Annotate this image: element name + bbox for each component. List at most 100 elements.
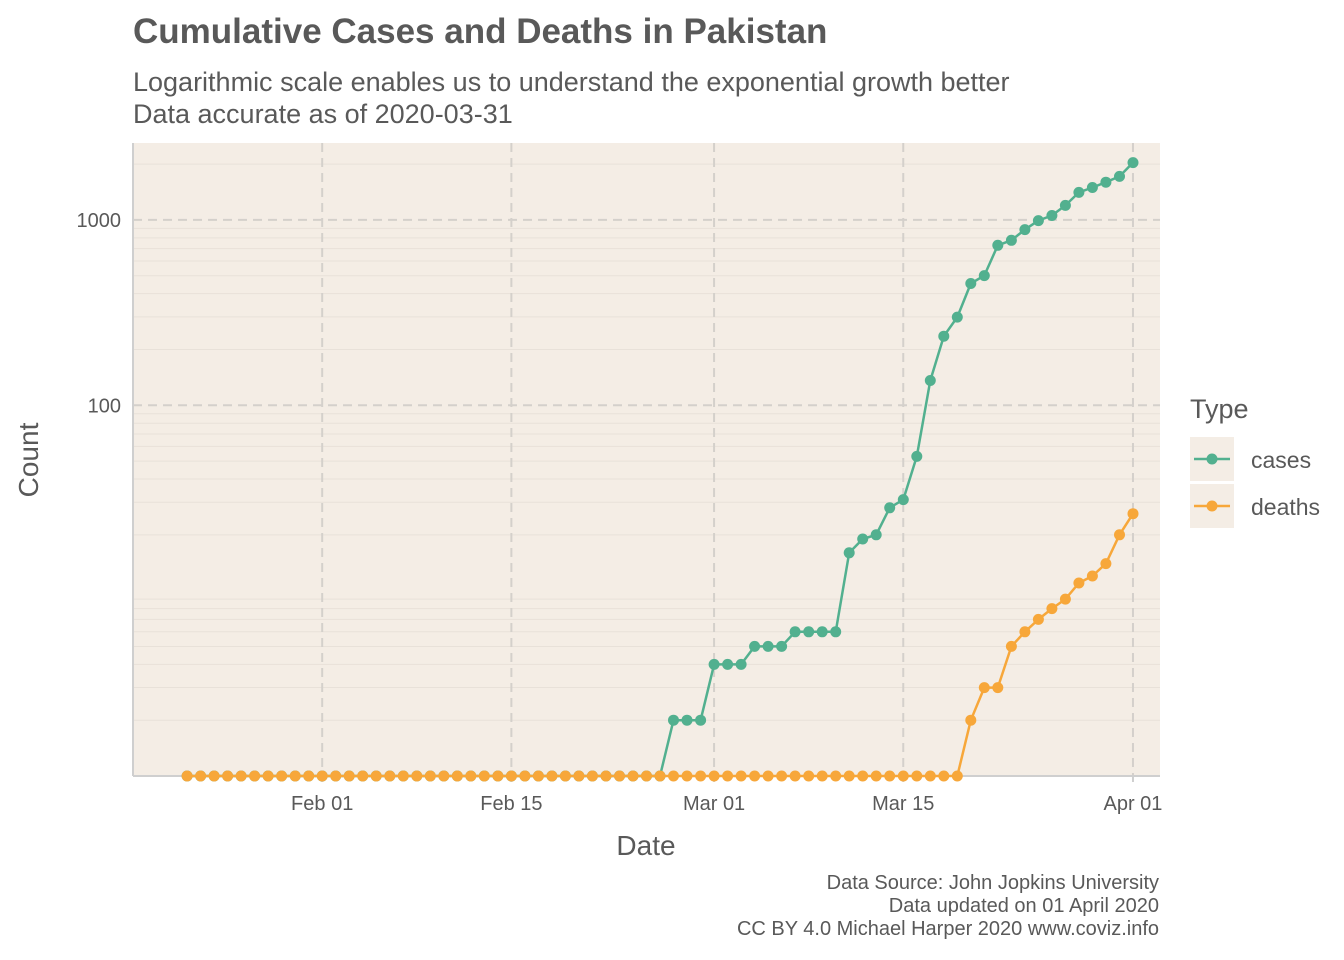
data-point-deaths	[424, 770, 436, 782]
x-ticks: Feb 01 Feb 15 Mar 01 Mar 15 Apr 01	[291, 776, 1162, 815]
data-point-deaths	[478, 770, 490, 782]
major-grid	[133, 143, 1160, 776]
data-point-deaths	[978, 682, 990, 694]
data-point-deaths	[438, 770, 450, 782]
legend-dot-cases	[1206, 453, 1218, 465]
data-point-cases	[938, 330, 950, 342]
data-point-cases	[789, 626, 801, 638]
data-point-deaths	[316, 770, 328, 782]
legend-item-cases: cases	[1190, 437, 1311, 481]
data-point-cases	[1127, 157, 1139, 169]
data-point-deaths	[776, 770, 788, 782]
data-point-deaths	[586, 770, 598, 782]
caption-line-1: Data Source: John Jopkins University	[826, 872, 1159, 894]
data-point-deaths	[1114, 529, 1125, 541]
data-point-deaths	[695, 770, 707, 782]
data-point-deaths	[870, 770, 882, 782]
subtitle-line-2: Data accurate as of 2020-03-31	[133, 99, 513, 129]
data-point-deaths	[559, 770, 571, 782]
data-point-cases	[668, 714, 679, 726]
caption-line-3: CC BY 4.0 Michael Harper 2020 www.coviz.…	[736, 918, 1159, 940]
data-point-deaths	[627, 770, 639, 782]
data-point-cases	[1114, 170, 1125, 182]
data-point-deaths	[897, 770, 909, 782]
data-point-deaths	[195, 770, 207, 782]
subtitle-line-1: Logarithmic scale enables us to understa…	[133, 67, 1010, 97]
data-point-cases	[762, 640, 774, 652]
data-point-deaths	[370, 770, 382, 782]
data-point-cases	[897, 494, 909, 506]
data-point-deaths	[1046, 603, 1058, 615]
x-tick-label: Mar 01	[683, 793, 745, 815]
data-point-deaths	[722, 770, 734, 782]
data-point-deaths	[465, 770, 477, 782]
data-point-cases	[1005, 234, 1017, 246]
x-tick-label: Apr 01	[1104, 793, 1163, 815]
data-point-cases	[951, 311, 963, 323]
data-point-deaths	[181, 770, 193, 782]
data-point-cases	[843, 547, 855, 559]
data-point-deaths	[681, 770, 693, 782]
data-point-cases	[1086, 182, 1098, 193]
data-point-cases	[857, 533, 869, 545]
data-point-deaths	[546, 770, 558, 782]
data-point-deaths	[816, 770, 828, 782]
x-axis-title: Date	[616, 830, 675, 861]
data-point-deaths	[857, 770, 869, 782]
data-point-cases	[681, 714, 693, 726]
data-point-cases	[1073, 186, 1085, 198]
data-point-deaths	[357, 770, 369, 782]
data-point-deaths	[789, 770, 801, 782]
data-point-cases	[735, 658, 747, 670]
data-point-cases	[722, 658, 734, 670]
data-point-deaths	[614, 770, 625, 782]
data-point-deaths	[843, 770, 855, 782]
data-point-deaths	[735, 770, 747, 782]
caption-line-2: Data updated on 01 April 2020	[888, 895, 1159, 917]
data-point-deaths	[411, 770, 423, 782]
data-point-cases	[924, 375, 936, 386]
data-point-deaths	[492, 770, 504, 782]
data-point-cases	[870, 529, 882, 541]
data-point-deaths	[762, 770, 774, 782]
data-point-deaths	[222, 770, 234, 782]
data-point-cases	[978, 270, 990, 282]
data-point-deaths	[532, 770, 544, 782]
data-point-deaths	[384, 770, 396, 782]
chart-caption: Data Source: John Jopkins University Dat…	[737, 872, 1159, 941]
chart-title: Cumulative Cases and Deaths in Pakistan	[133, 12, 828, 51]
data-point-deaths	[330, 770, 342, 782]
data-point-deaths	[654, 770, 666, 782]
data-point-cases	[1046, 210, 1058, 221]
data-point-deaths	[276, 770, 288, 782]
data-point-deaths	[1019, 626, 1031, 638]
data-point-deaths	[573, 770, 585, 782]
data-point-deaths	[668, 770, 679, 782]
series-deaths	[181, 508, 1139, 782]
data-point-deaths	[1059, 593, 1071, 605]
data-point-deaths	[641, 770, 652, 782]
data-point-cases	[1100, 176, 1112, 188]
data-point-deaths	[451, 770, 463, 782]
data-point-deaths	[1005, 640, 1017, 652]
y-axis-title: Count	[13, 422, 44, 497]
legend-label-cases: cases	[1251, 447, 1311, 473]
data-point-deaths	[708, 770, 720, 782]
data-point-deaths	[803, 770, 815, 782]
data-point-deaths	[235, 770, 247, 782]
legend-dot-deaths	[1206, 500, 1218, 512]
data-point-deaths	[1100, 558, 1112, 570]
data-point-deaths	[965, 714, 977, 726]
data-point-deaths	[884, 770, 896, 782]
data-point-cases	[708, 658, 720, 670]
data-point-cases	[816, 626, 828, 638]
legend: Type cases deaths	[1190, 394, 1320, 528]
data-point-deaths	[951, 770, 963, 782]
data-point-deaths	[924, 770, 936, 782]
data-point-deaths	[1127, 508, 1139, 520]
data-point-deaths	[343, 770, 355, 782]
y-ticks: 100 1000	[77, 210, 122, 417]
data-point-deaths	[262, 770, 274, 782]
data-point-deaths	[1073, 577, 1085, 589]
